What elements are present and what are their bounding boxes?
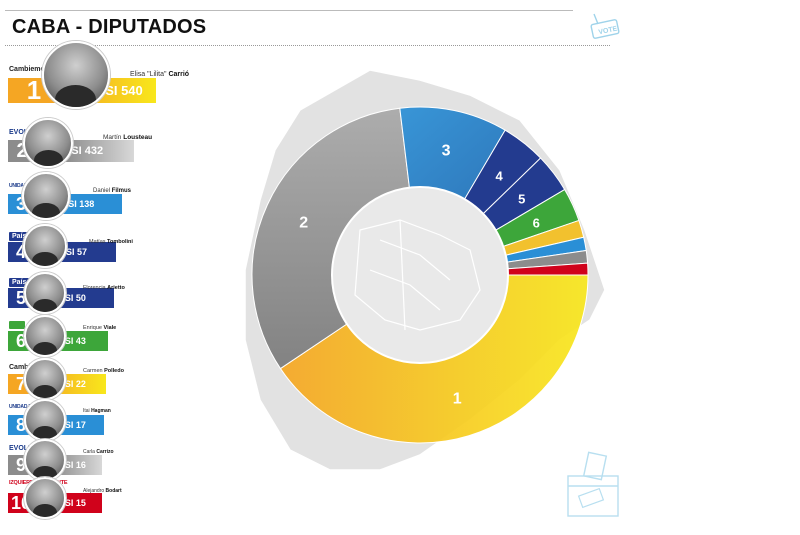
rank-number: 7: [15, 373, 26, 394]
rank-number: 1: [26, 75, 42, 105]
candidate-name: Elisa "Lilita" Carrió: [130, 71, 189, 78]
candidate-last-name: Bodart: [105, 488, 122, 494]
candidate-name: Florencia Arietto: [83, 285, 125, 291]
candidate-photo: [23, 315, 66, 357]
candidate-photo: [23, 439, 66, 481]
candidate-photo: [21, 172, 70, 220]
candidate-photo: [23, 477, 66, 519]
party-logo: País: [9, 232, 30, 241]
top-rule: [5, 10, 573, 11]
donut-segment-8: [505, 236, 587, 263]
votes-label: SI 15: [64, 498, 86, 508]
candidate-first-name: Alejandro: [83, 488, 105, 494]
vote-icon: VOTE: [590, 13, 620, 39]
candidate-first-name: Florencia: [83, 285, 106, 291]
donut-hole: [331, 186, 509, 364]
candidate-photo: [41, 41, 110, 109]
rank-number: 9: [15, 454, 26, 475]
donut-segment-10: [507, 262, 589, 276]
votes-label: SI 43: [64, 336, 86, 346]
svg-text:VOTE: VOTE: [598, 25, 618, 36]
rank-number: 6: [15, 330, 26, 351]
votes-label: SI 16: [64, 460, 86, 470]
votes-label: SI 22: [64, 379, 86, 389]
candidate-name: Alejandro Bodart: [83, 488, 122, 494]
candidate-first-name: Itai: [83, 408, 90, 414]
donut-segment-4: [463, 129, 542, 215]
donut-segment-3: [399, 106, 506, 200]
donut-segment-9: [506, 249, 589, 270]
candidate-last-name: Viale: [103, 325, 117, 331]
votes-label: SI 17: [64, 420, 86, 430]
candidate-first-name: Matías: [89, 239, 106, 245]
donut-segment-2: [251, 107, 410, 370]
candidate-photo: [23, 399, 66, 441]
ballot-box-icon: [567, 451, 619, 517]
candidate-last-name: Hagman: [91, 408, 111, 414]
candidate-photo: [23, 224, 68, 268]
donut-label-3: 3: [442, 143, 451, 160]
candidate-first-name: Elisa "Lilita": [130, 71, 167, 78]
candidate-name: Itai Hagman: [83, 408, 111, 414]
rank-number: 2: [16, 139, 28, 162]
party-logo: País: [9, 278, 30, 287]
candidate-photo: [23, 358, 66, 400]
candidate-last-name: Polledo: [104, 368, 124, 374]
party-logo: Cambiemos: [9, 66, 49, 73]
candidate-last-name: Tombolini: [107, 239, 133, 245]
candidate-photo: [23, 272, 66, 314]
rank-number: 5: [15, 287, 26, 308]
donut-segment-1: [279, 274, 589, 444]
votes-label: SI 50: [64, 293, 86, 303]
donut-segment-7: [502, 219, 585, 256]
candidate-last-name: Filmus: [111, 188, 132, 194]
donut-label-6: 6: [533, 215, 540, 230]
candidate-name: Martín Lousteau: [103, 134, 152, 141]
votes-label: SI 540: [105, 83, 143, 98]
title-divider: [5, 45, 610, 46]
candidate-first-name: Martín: [103, 134, 122, 141]
candidate-name: Matías Tombolini: [89, 239, 133, 245]
party-logo: [9, 321, 25, 329]
candidate-first-name: Carla: [83, 449, 95, 455]
candidate-name: Daniel Filmus: [93, 188, 131, 194]
candidate-first-name: Daniel: [93, 188, 111, 194]
candidate-name: Carmen Polledo: [83, 368, 124, 374]
page-title: CABA - DIPUTADOS: [12, 16, 207, 38]
candidate-photo: [23, 118, 74, 168]
votes-label: SI 57: [66, 247, 88, 257]
rank-number: 8: [15, 414, 26, 435]
candidate-last-name: Arietto: [107, 285, 125, 291]
donut-label-4: 4: [495, 168, 503, 183]
candidate-name: Enrique Viale: [83, 325, 116, 331]
candidate-first-name: Enrique: [83, 325, 102, 331]
donut-label-1: 1: [453, 390, 462, 407]
candidate-last-name: Lousteau: [123, 134, 153, 141]
donut-segment-5: [482, 157, 566, 231]
map-silhouette: [244, 69, 606, 471]
votes-label: SI 432: [71, 145, 104, 157]
rank-number: 4: [15, 241, 26, 262]
candidate-name: Carla Carrizo: [83, 449, 114, 455]
donut-label-5: 5: [518, 191, 525, 206]
candidate-first-name: Carmen: [83, 368, 103, 374]
candidate-last-name: Carrió: [168, 71, 190, 78]
donut-segment-6: [495, 188, 580, 248]
donut-label-2: 2: [299, 215, 308, 232]
votes-label: SI 138: [68, 199, 95, 209]
candidate-last-name: Carrizo: [96, 449, 114, 455]
rank-number: 3: [15, 193, 26, 214]
